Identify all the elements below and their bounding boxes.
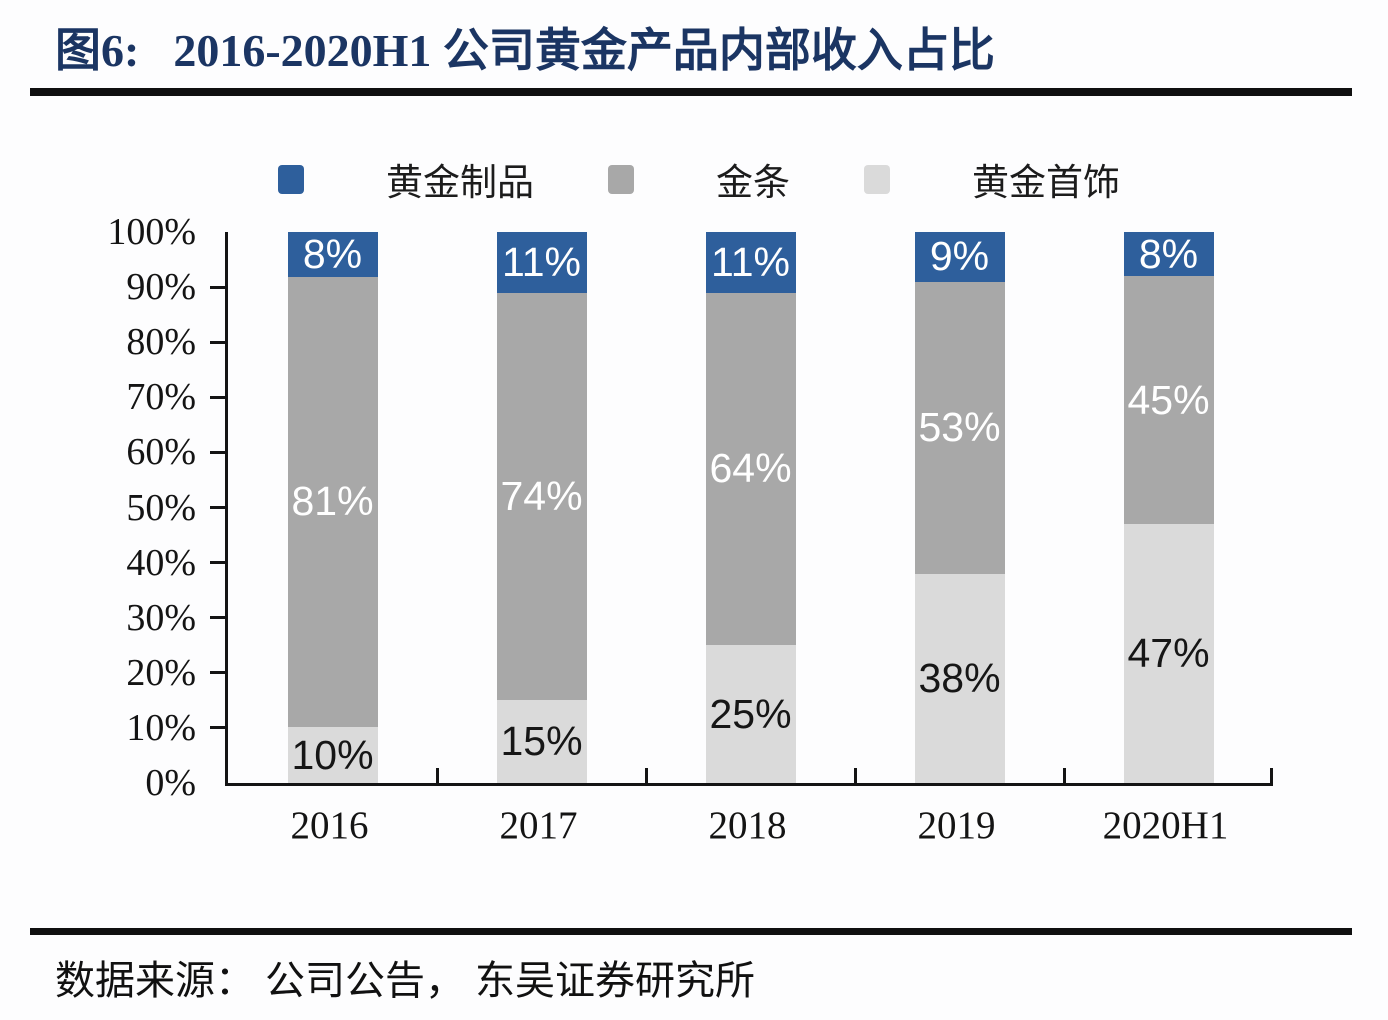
legend-label: 金条 — [716, 163, 790, 204]
bar-segment-value-label: 47% — [1127, 630, 1210, 676]
legend-swatch-light-gray — [864, 164, 890, 194]
legend-label: 黄金首饰 — [972, 163, 1120, 204]
y-axis-tick-label: 20% — [126, 651, 196, 694]
figure-title: 图6: 2016-2020H1 公司黄金产品内部收入占比 — [55, 14, 1355, 80]
y-axis-tick-mark — [210, 616, 228, 620]
x-axis-category-label: 2020H1 — [1102, 804, 1229, 847]
bar-segment: 53% — [914, 281, 1005, 574]
x-axis-tick-mark — [435, 768, 439, 783]
stacked-bar-2020H1: 8% 45% 47% — [1123, 230, 1214, 783]
plot-area: 8% 81% 10% 11% 74% 15% 11% 64% 25% 9% 53% 38% 8% 45% 4… — [210, 230, 1273, 786]
y-axis-tick-mark — [210, 450, 228, 454]
y-axis-tick-label: 0% — [145, 762, 196, 804]
y-axis-tick-mark — [210, 506, 228, 509]
y-axis-tick-label: 90% — [126, 266, 196, 309]
x-axis-labels: 2016 2017 2018 2019 2020H1 — [225, 803, 1270, 863]
y-axis-tick-label: 100% — [107, 211, 196, 253]
bar-segment: 8% — [287, 230, 378, 277]
y-axis-tick-mark — [210, 395, 228, 399]
bar-segment-value-label: 11% — [501, 238, 582, 285]
x-axis-tick-mark — [1062, 768, 1066, 783]
bar-segment-value-label: 8% — [1138, 230, 1199, 277]
legend-item-gold-products: 黄金制品 — [278, 152, 534, 206]
bar-segment-value-label: 74% — [500, 472, 583, 519]
y-axis-tick-mark — [210, 726, 228, 730]
bar-segment: 74% — [496, 292, 587, 701]
bar-segment-value-label: 15% — [500, 718, 583, 765]
stacked-bar-2016: 8% 81% 10% — [287, 230, 378, 783]
bar-segment: 11% — [705, 232, 796, 293]
figure-title-text: 2016-2020H1 公司黄金产品内部收入占比 — [173, 25, 995, 76]
bar-segment-value-label: 64% — [709, 445, 792, 492]
legend-swatch-gray — [608, 164, 634, 194]
stacked-bar-2018: 11% 64% 25% — [705, 232, 796, 783]
bar-segment: 10% — [287, 727, 378, 783]
y-axis-tick-label: 80% — [126, 321, 196, 364]
y-axis-tick-mark — [210, 340, 228, 344]
y-axis-tick-label: 10% — [126, 706, 196, 749]
bar-segment-value-label: 25% — [709, 690, 792, 737]
bar-segment: 25% — [705, 645, 796, 783]
x-axis-category-label: 2018 — [708, 804, 787, 847]
bar-segment-value-label: 53% — [918, 404, 1001, 451]
bar-segment: 47% — [1123, 524, 1214, 783]
y-axis-tick-label: 60% — [126, 431, 196, 474]
stacked-bar-2019: 9% 53% 38% — [914, 232, 1005, 783]
bar-segment-value-label: 45% — [1127, 376, 1210, 423]
x-axis-category-label: 2019 — [917, 804, 996, 847]
bar-segment: 15% — [496, 700, 587, 783]
y-axis-tick-mark — [210, 671, 228, 675]
bar-segment-value-label: 10% — [291, 731, 374, 778]
bar-segment: 8% — [1123, 230, 1214, 277]
bar-segment-value-label: 8% — [302, 230, 363, 277]
bar-segment-value-label: 9% — [929, 233, 990, 280]
legend-item-gold-jewelry: 黄金首饰 — [864, 152, 1120, 206]
bar-segment: 64% — [705, 292, 796, 646]
y-axis-tick-label: 30% — [126, 596, 196, 639]
figure-number-label: 图6: — [55, 25, 140, 76]
y-axis-tick-label: 70% — [126, 376, 196, 419]
bar-segment: 11% — [496, 232, 587, 293]
chart-legend: 黄金制品 金条 黄金首饰 — [278, 152, 1120, 206]
legend-item-gold-bars: 金条 — [608, 152, 790, 206]
y-axis-tick-label: 40% — [126, 541, 196, 584]
y-axis-tick-mark — [210, 285, 228, 289]
data-source-note: 数据来源： 公司公告， 东吴证券研究所 — [55, 958, 755, 1003]
x-axis-tick-mark — [1270, 768, 1273, 783]
bar-segment: 81% — [287, 276, 378, 728]
bar-segment-value-label: 38% — [918, 654, 1001, 701]
y-axis-tick-mark — [210, 561, 228, 565]
title-divider-rule — [30, 88, 1352, 96]
legend-label: 黄金制品 — [386, 163, 534, 204]
x-axis-category-label: 2016 — [290, 804, 369, 847]
x-axis-category-label: 2017 — [499, 804, 578, 847]
stacked-bar-2017: 11% 74% 15% — [496, 232, 587, 783]
footer-divider-rule — [30, 928, 1352, 935]
bar-segment-value-label: 11% — [710, 238, 791, 285]
y-axis-labels: 100% 90% 80% 70% 60% 50% 40% 30% 20% 10% 0% — [40, 211, 210, 804]
bar-segment: 45% — [1123, 276, 1214, 525]
x-axis-tick-mark — [644, 768, 648, 783]
y-axis-tick-label: 50% — [126, 486, 196, 529]
bar-segment: 38% — [914, 573, 1005, 783]
bar-segment-value-label: 81% — [291, 478, 374, 525]
x-axis-tick-mark — [853, 768, 857, 783]
legend-swatch-blue — [278, 164, 304, 194]
bar-segment: 9% — [914, 232, 1005, 282]
